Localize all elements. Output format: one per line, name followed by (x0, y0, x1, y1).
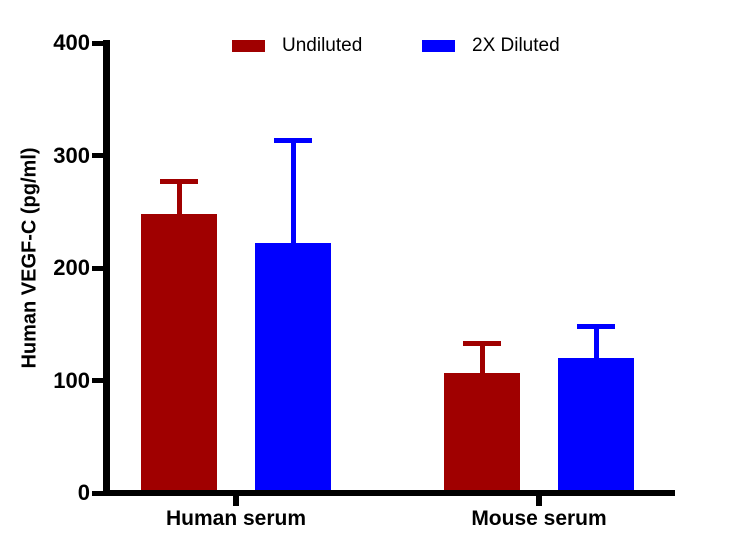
y-tick-0 (92, 490, 103, 496)
legend-swatch-2x-diluted-icon (422, 40, 455, 52)
y-tick-100 (92, 378, 103, 383)
y-tick-label-100: 100 (53, 367, 90, 393)
y-tick-label-300: 300 (53, 142, 90, 168)
error-bar-cap-mouse-serum-undiluted (463, 340, 501, 346)
x-category-label-human-serum: Human serum (165, 507, 307, 530)
x-axis-baseline (103, 490, 675, 496)
legend-swatch-undiluted-icon (232, 40, 265, 52)
y-tick-label-200: 200 (53, 255, 90, 280)
y-tick-200 (92, 265, 103, 271)
bar-mouse-serum-2x-diluted (558, 358, 634, 493)
error-bar-whisker-mouse-serum-undiluted (479, 343, 485, 381)
error-bar-cap-mouse-serum-2x-diluted (577, 324, 615, 329)
bar-human-serum-2x-diluted (255, 243, 331, 493)
x-tick-human-serum (233, 496, 239, 506)
error-bar-whisker-human-serum-2x-diluted (290, 140, 296, 252)
bar-mouse-serum-undiluted (444, 372, 520, 493)
error-bar-cap-human-serum-2x-diluted (274, 138, 312, 144)
y-tick-400 (92, 40, 103, 46)
error-bar-whisker-human-serum-undiluted (176, 181, 182, 222)
bar-human-serum-undiluted (141, 214, 217, 493)
y-axis-spine (103, 40, 110, 496)
legend-label-2x-diluted: 2X Diluted (472, 35, 560, 56)
y-tick-label-0: 0 (77, 480, 90, 505)
legend-label-undiluted: Undiluted (282, 35, 363, 56)
x-category-label-mouse-serum: Mouse serum (471, 507, 607, 530)
x-tick-mouse-serum (536, 496, 542, 506)
error-bar-cap-human-serum-undiluted (160, 178, 198, 184)
error-bar-whisker-mouse-serum-2x-diluted (593, 326, 599, 366)
y-tick-300 (92, 153, 103, 158)
legend-item-2x-diluted: 2X Diluted (422, 33, 560, 59)
legend-item-undiluted: Undiluted (232, 33, 362, 59)
y-tick-label-400: 400 (53, 30, 90, 55)
